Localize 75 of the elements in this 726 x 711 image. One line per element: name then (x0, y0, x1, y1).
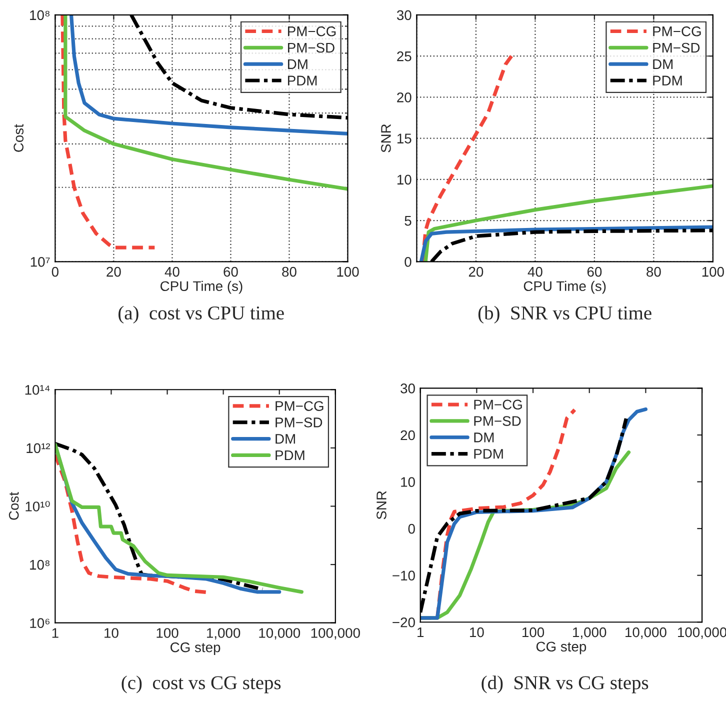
legend-label: PM−SD (288, 42, 334, 53)
line-series (69, 14, 348, 136)
legend-label: PDM (276, 450, 304, 460)
x-tick-label: 60 (224, 266, 238, 277)
y-tick-label: −20 (392, 617, 415, 628)
legend-label: PM−SD (474, 416, 521, 426)
y-tick-label: 10⁶ (30, 618, 50, 628)
y-axis-title: SNR (376, 491, 386, 520)
legend-label: DM (653, 59, 672, 69)
y-tick-label: 5 (404, 216, 412, 226)
legend-label: PM−SD (653, 42, 700, 53)
text: (b) SNR vs CPU time (478, 306, 652, 324)
y-tick-label: 10¹⁰ (26, 500, 50, 512)
legend-label: PM−CG (276, 401, 324, 411)
y-axis-title: Cost (14, 124, 24, 152)
text: (d) SNR vs CG steps (482, 676, 648, 694)
x-tick-label: 40 (164, 266, 180, 277)
legend-label: PM−SD (276, 418, 322, 428)
x-tick-label: 100,000 (311, 628, 360, 640)
legend-label: PDM (653, 76, 682, 86)
x-tick-label: 10 (104, 628, 118, 638)
y-tick-label: 30 (400, 384, 415, 394)
y-axis-title: Cost (8, 492, 19, 520)
legend-label: DM (288, 59, 308, 69)
y-tick-label: −10 (392, 570, 415, 581)
x-tick-label: 1,000 (207, 628, 240, 640)
x-axis-title: CG step (536, 642, 586, 654)
text: (a) cost vs CPU time (118, 306, 284, 324)
x-tick-label: 40 (528, 266, 542, 277)
x-tick-label: 100 (702, 266, 724, 277)
y-tick-label: 15 (397, 134, 412, 144)
y-tick-label: 0 (408, 524, 415, 534)
text: (c) cost vs CG steps (122, 676, 281, 694)
x-axis-title: CPU Time (s) (160, 280, 242, 294)
legend-label: PDM (474, 449, 503, 459)
x-axis-title: CPU Time (s) (524, 280, 606, 294)
x-tick-label: 60 (587, 266, 602, 277)
x-tick-label: 0 (52, 266, 58, 277)
line-series (424, 184, 713, 262)
y-tick-label: 20 (400, 430, 415, 440)
legend-label: PM−CG (474, 400, 522, 410)
legend-label: DM (474, 432, 494, 442)
x-tick-label: 1,000 (573, 627, 606, 639)
line-series (64, 14, 348, 191)
x-tick-label: 10 (470, 627, 484, 638)
y-tick-label: 0 (404, 256, 412, 267)
y-tick-label: 10 (397, 174, 412, 185)
x-tick-label: 80 (282, 266, 296, 277)
line-series (420, 54, 514, 262)
legend-label: PM−CG (653, 26, 701, 36)
legend-label: DM (276, 434, 295, 444)
y-tick-label: 25 (397, 51, 412, 62)
legend-label: PDM (288, 76, 317, 86)
y-tick-label: 30 (396, 10, 412, 20)
x-tick-label: 100 (522, 627, 544, 638)
x-axis-title: CG step (170, 642, 220, 655)
y-tick-label: 10 (401, 477, 415, 487)
x-tick-label: 10,000 (259, 628, 300, 640)
legend-label: PM−CG (288, 26, 336, 36)
y-tick-label: 10¹⁴ (25, 384, 50, 395)
x-tick-label: 10,000 (626, 627, 666, 639)
x-tick-label: 80 (646, 266, 661, 277)
x-tick-label: 1 (418, 627, 424, 638)
x-tick-label: 100 (156, 628, 178, 638)
y-axis-title: SNR (381, 124, 391, 152)
x-tick-label: 20 (468, 266, 484, 277)
y-tick-label: 10⁸ (30, 560, 50, 570)
x-tick-label: 1 (52, 628, 58, 638)
y-tick-label: 10⁸ (30, 10, 50, 20)
x-tick-label: 20 (106, 266, 121, 277)
y-tick-label: 10⁷ (30, 256, 50, 267)
line-series (60, 14, 156, 250)
x-tick-label: 100 (337, 266, 359, 277)
y-tick-label: 10¹² (26, 443, 50, 454)
y-tick-label: 20 (397, 92, 412, 102)
